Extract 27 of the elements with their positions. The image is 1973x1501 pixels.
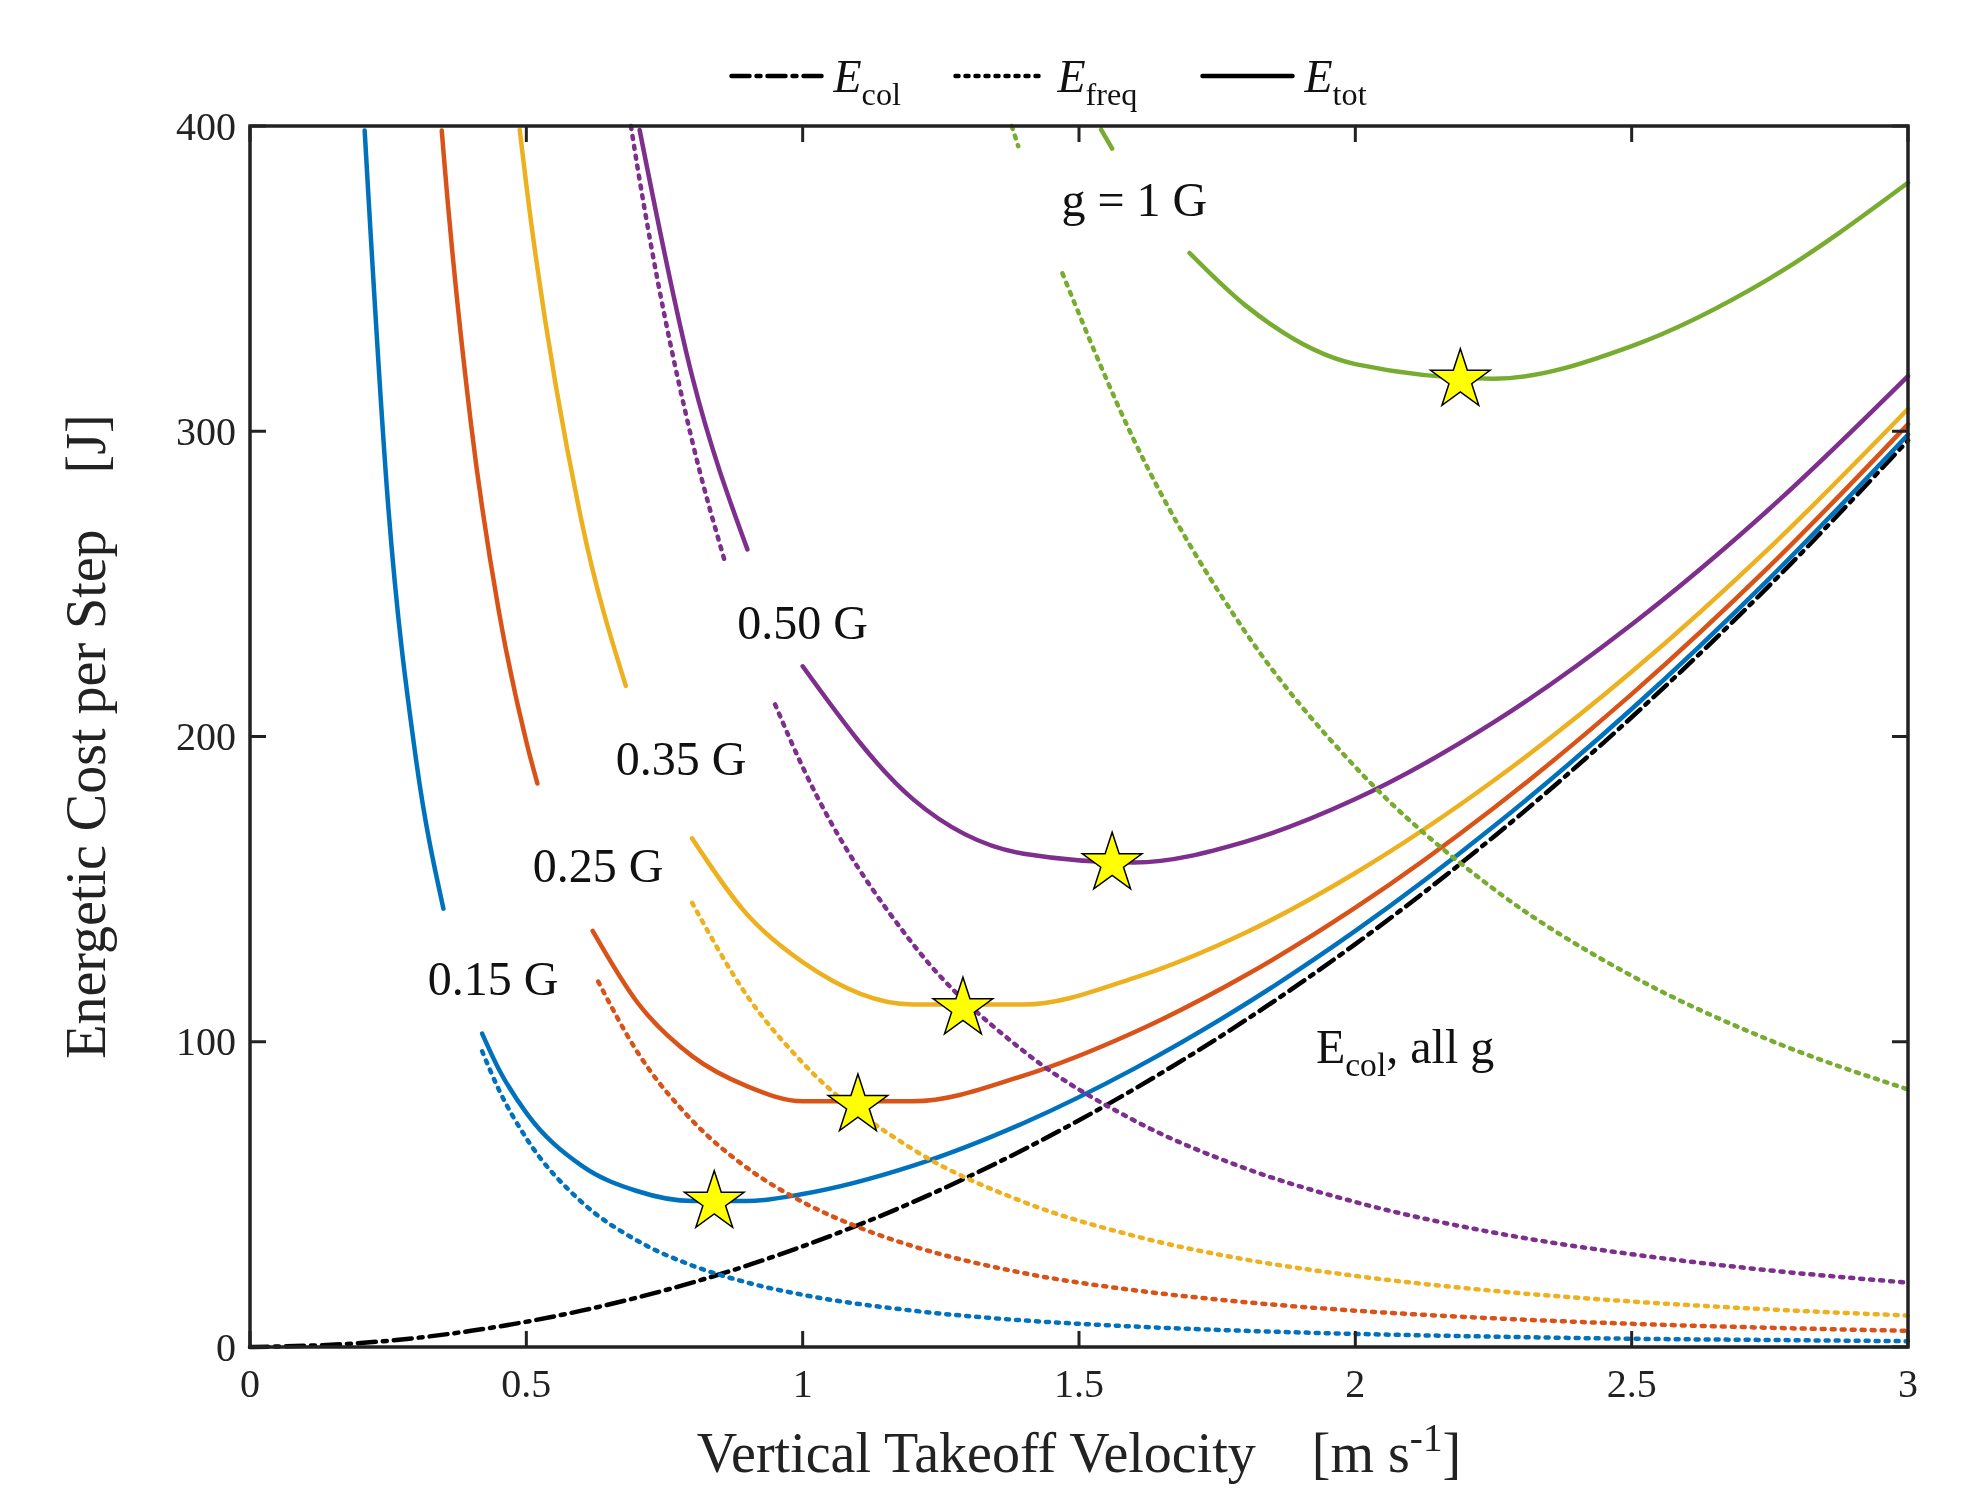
point — [827, 1073, 889, 1132]
point — [932, 976, 994, 1035]
point — [1081, 831, 1143, 890]
y-tick-label: 200 — [176, 714, 236, 759]
x-tick-label: 1 — [792, 1361, 813, 1406]
x-tick-label: 2.5 — [1606, 1361, 1657, 1406]
x-axis-title: Vertical Takeoff Velocity [m s$^{-1}$] — [696, 1415, 1462, 1484]
y-tick-label: 300 — [176, 408, 236, 454]
x-tick-label: 1.5 — [1054, 1361, 1104, 1406]
annotation: 0.35 G — [615, 731, 747, 785]
annotation: 0.15 G — [427, 951, 559, 1005]
annotation: g = 1 G — [1061, 172, 1208, 226]
y-axis-title: Energetic Cost per Step [J] — [55, 414, 117, 1059]
legend-label: E$_{freq}$ — [1056, 50, 1138, 112]
y-tick-label: 400 — [176, 103, 236, 149]
point — [683, 1169, 745, 1229]
legend-label: E$_{tot}$ — [1303, 50, 1367, 112]
annotation: 0.50 G — [737, 595, 868, 649]
annotation: 0.25 G — [532, 838, 664, 892]
y-tick-label: 100 — [176, 1019, 236, 1065]
x-tick-label: 3 — [1898, 1361, 1918, 1406]
y-tick-label: 0 — [216, 1324, 236, 1370]
point — [1429, 347, 1491, 407]
x-tick-label: 2 — [1345, 1361, 1366, 1406]
x-tick-label: 0.5 — [501, 1361, 552, 1406]
legend-label: E$_{col}$ — [832, 50, 901, 112]
annotation: E$_{col}$, all g — [1315, 1019, 1495, 1084]
